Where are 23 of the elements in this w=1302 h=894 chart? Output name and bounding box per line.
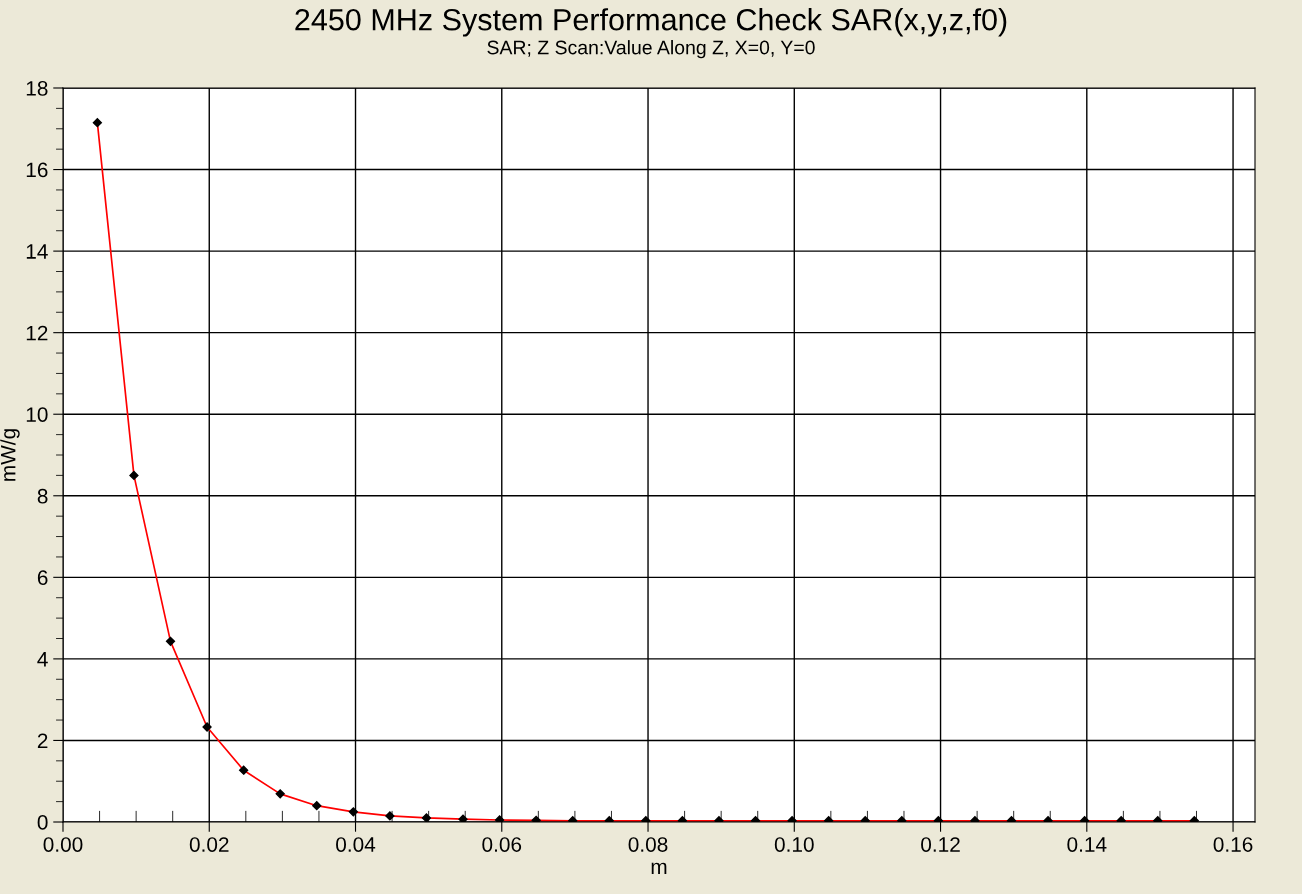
x-tick-label: 0.16 (1213, 837, 1253, 852)
y-axis-title: mW/g (0, 429, 20, 481)
y-tick-label: 4 (37, 652, 48, 667)
x-tick-label: 0.10 (774, 837, 814, 852)
x-tick-label: 0.12 (921, 837, 960, 852)
x-tick-label: 0.08 (628, 837, 668, 852)
y-tick-label: 6 (37, 570, 48, 586)
chart-subtitle: SAR; Z Scan:Value Along Z, X=0, Y=0 (487, 40, 815, 59)
y-tick-label: 8 (37, 488, 48, 504)
x-tick-label: 0.00 (43, 837, 83, 852)
y-tick-label: 12 (26, 325, 48, 341)
y-tick-label: 16 (26, 162, 48, 178)
chart-title: 2450 MHz System Performance Check SAR(x,y,z,f0) (295, 8, 1007, 37)
x-axis-title: m (651, 862, 667, 874)
x-tick-label: 0.02 (189, 837, 229, 852)
x-tick-label: 0.06 (482, 837, 522, 852)
y-tick-label: 18 (26, 81, 48, 96)
y-tick-label: 0 (37, 815, 48, 830)
y-tick-label: 10 (26, 407, 48, 422)
x-tick-label: 0.14 (1067, 837, 1107, 852)
x-tick-label: 0.04 (336, 837, 376, 852)
y-tick-label: 2 (37, 733, 48, 748)
y-tick-label: 14 (26, 244, 48, 259)
